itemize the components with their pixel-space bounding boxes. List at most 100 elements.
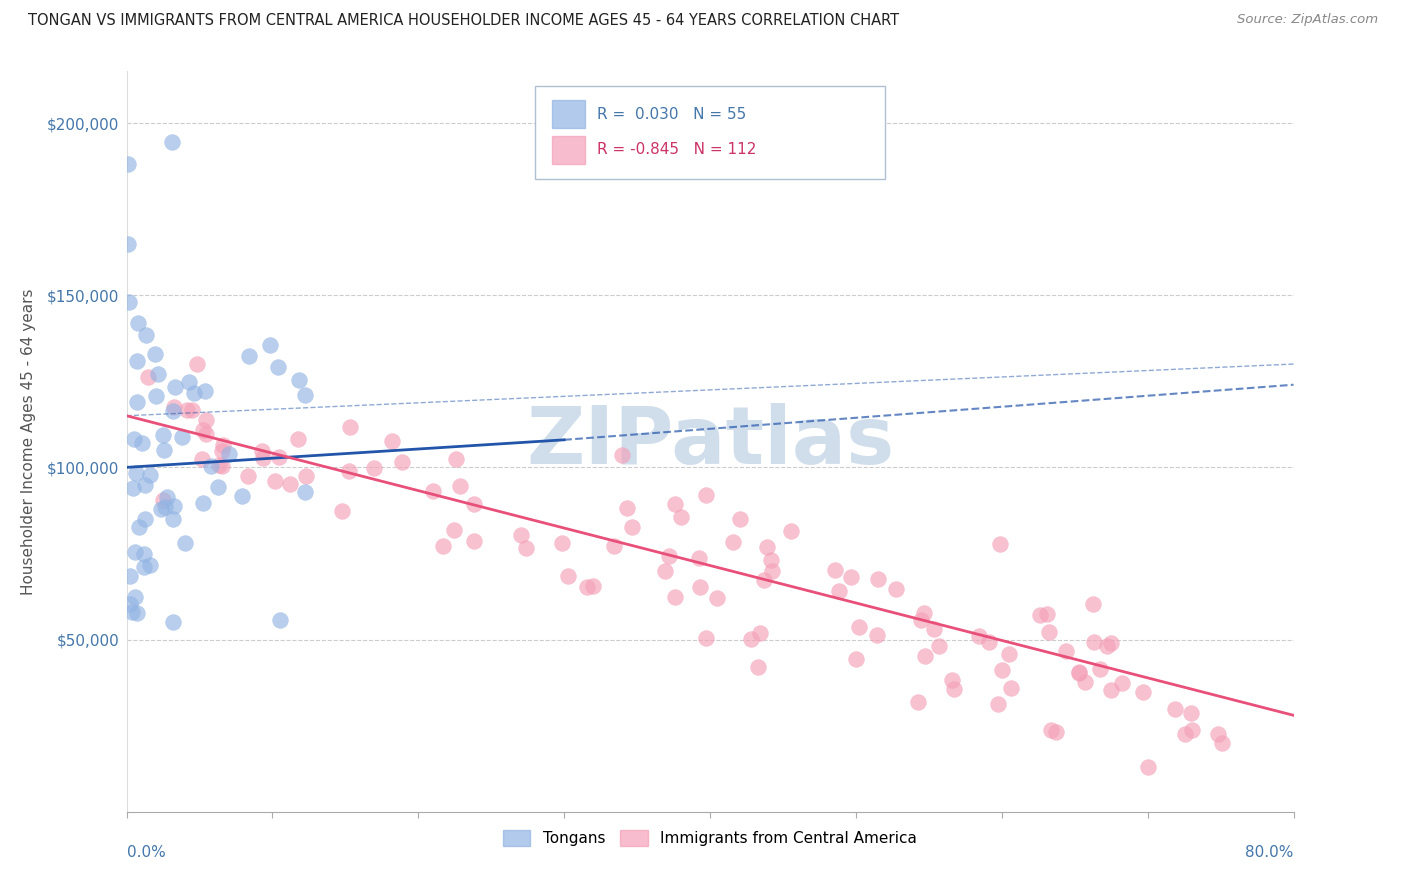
Point xyxy=(907,695,929,709)
Point xyxy=(1069,665,1091,680)
Text: R = -0.845   N = 112: R = -0.845 N = 112 xyxy=(596,142,756,157)
Point xyxy=(236,468,259,483)
Point xyxy=(557,568,579,582)
Point xyxy=(1038,624,1060,639)
Point xyxy=(654,565,676,579)
Point xyxy=(153,443,176,458)
Point xyxy=(125,354,148,368)
Point xyxy=(1029,607,1052,622)
Point xyxy=(363,461,385,475)
Point xyxy=(117,236,139,251)
Point xyxy=(163,499,186,513)
Point xyxy=(912,606,935,620)
Point xyxy=(180,403,202,417)
Point xyxy=(432,539,454,553)
Point xyxy=(977,634,1000,648)
Point xyxy=(125,467,148,481)
Point xyxy=(443,523,465,537)
Point xyxy=(1164,702,1187,716)
Point xyxy=(612,448,634,462)
Point xyxy=(941,673,963,687)
Point xyxy=(1054,644,1077,658)
Point xyxy=(332,504,354,518)
Point xyxy=(118,569,141,583)
Point xyxy=(127,316,149,330)
Point xyxy=(740,632,762,646)
Point xyxy=(987,698,1010,712)
Point xyxy=(1045,725,1067,739)
Point xyxy=(603,539,626,553)
Legend: Tongans, Immigrants from Central America: Tongans, Immigrants from Central America xyxy=(496,824,924,852)
Point xyxy=(779,524,801,538)
Point xyxy=(761,564,783,578)
Point xyxy=(145,389,167,403)
Point xyxy=(695,488,717,502)
Point xyxy=(179,375,201,389)
Point xyxy=(1136,760,1159,774)
Point xyxy=(747,659,769,673)
Point xyxy=(191,496,214,510)
Point xyxy=(381,434,404,448)
Point xyxy=(551,535,574,549)
Point xyxy=(162,404,184,418)
Point xyxy=(162,615,184,630)
Point xyxy=(998,648,1021,662)
Point xyxy=(1211,736,1233,750)
Point xyxy=(150,501,173,516)
Point xyxy=(1181,723,1204,738)
Point xyxy=(1174,727,1197,741)
Text: ZIPatlas: ZIPatlas xyxy=(526,402,894,481)
Point xyxy=(156,490,179,504)
Point xyxy=(991,663,1014,677)
Point xyxy=(988,537,1011,551)
Point xyxy=(163,401,186,415)
Point xyxy=(145,346,167,360)
Point xyxy=(1081,597,1104,611)
Point xyxy=(749,626,772,640)
Text: 0.0%: 0.0% xyxy=(127,845,166,860)
Point xyxy=(1111,676,1133,690)
Point xyxy=(1000,681,1022,695)
Point xyxy=(1101,682,1123,697)
Point xyxy=(1095,639,1118,653)
Point xyxy=(463,533,485,548)
Text: Source: ZipAtlas.com: Source: ZipAtlas.com xyxy=(1237,13,1378,27)
Point xyxy=(118,597,141,611)
Point xyxy=(125,606,148,620)
Point xyxy=(208,458,231,472)
Point xyxy=(294,485,316,500)
Point xyxy=(1083,635,1105,649)
Point xyxy=(128,520,150,534)
Point xyxy=(1088,662,1111,676)
Point xyxy=(1099,636,1122,650)
Point xyxy=(967,629,990,643)
Point xyxy=(928,639,950,653)
Point xyxy=(118,295,141,310)
Point xyxy=(688,551,710,566)
Point xyxy=(152,427,174,442)
Point xyxy=(337,464,360,478)
Point xyxy=(1132,685,1154,699)
Point xyxy=(706,591,728,606)
Point xyxy=(134,560,156,574)
Point xyxy=(866,628,889,642)
Point xyxy=(922,622,945,636)
Point xyxy=(582,579,605,593)
Point xyxy=(194,384,217,398)
Point xyxy=(124,545,146,559)
Point xyxy=(287,373,309,387)
Point xyxy=(1074,674,1097,689)
Point xyxy=(134,477,156,491)
Point xyxy=(122,481,145,495)
Point xyxy=(620,520,643,534)
Point xyxy=(1180,706,1202,721)
Point xyxy=(848,619,870,633)
Point xyxy=(267,450,290,464)
Text: TONGAN VS IMMIGRANTS FROM CENTRAL AMERICA HOUSEHOLDER INCOME AGES 45 - 64 YEARS : TONGAN VS IMMIGRANTS FROM CENTRAL AMERIC… xyxy=(28,13,900,29)
Point xyxy=(669,510,692,524)
Point xyxy=(884,582,907,597)
Point xyxy=(176,403,198,417)
Point xyxy=(446,451,468,466)
Point xyxy=(252,451,274,466)
Point xyxy=(1067,665,1090,680)
